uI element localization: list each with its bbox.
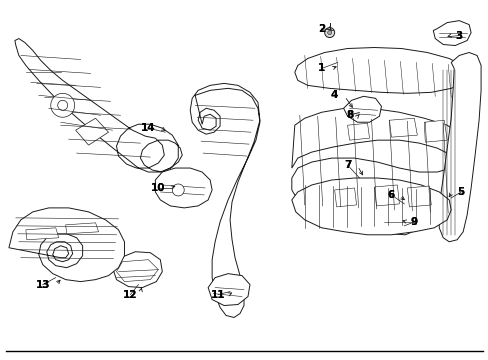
Polygon shape [294,48,466,93]
Text: 6: 6 [387,190,394,200]
Circle shape [324,28,334,37]
Text: 2: 2 [317,24,325,33]
Text: 14: 14 [141,123,155,133]
Text: 1: 1 [317,63,325,73]
Text: 9: 9 [410,217,417,227]
Polygon shape [190,84,260,318]
Text: 14: 14 [141,123,155,133]
Text: 7: 7 [343,160,350,170]
Polygon shape [208,274,249,306]
Text: 2: 2 [317,24,325,33]
Polygon shape [343,96,381,122]
Polygon shape [407,186,430,207]
Polygon shape [155,168,212,208]
Text: 13: 13 [36,280,50,289]
Polygon shape [347,123,369,140]
Circle shape [51,93,75,117]
Text: 12: 12 [123,289,138,300]
Circle shape [327,31,331,35]
Text: 13: 13 [36,280,50,289]
Text: 11: 11 [210,289,225,300]
Text: 10: 10 [151,183,165,193]
Text: 7: 7 [343,160,350,170]
Text: 5: 5 [457,187,464,197]
Polygon shape [424,120,447,142]
Circle shape [58,100,67,110]
Text: 3: 3 [455,31,462,41]
Text: 9: 9 [410,217,417,227]
Polygon shape [388,118,416,137]
Text: 4: 4 [330,90,338,100]
Polygon shape [432,21,470,45]
Circle shape [172,184,184,196]
Text: 4: 4 [330,90,338,100]
Text: 8: 8 [346,110,352,120]
Polygon shape [26,228,59,240]
Polygon shape [9,208,124,282]
Text: 6: 6 [387,190,394,200]
Polygon shape [334,188,356,207]
Polygon shape [65,223,99,234]
Text: 12: 12 [123,289,138,300]
Text: 3: 3 [455,31,462,41]
Polygon shape [291,108,463,214]
Polygon shape [15,39,182,172]
Polygon shape [76,118,108,145]
Polygon shape [379,210,421,235]
Text: 11: 11 [210,289,225,300]
Text: 8: 8 [346,110,352,120]
Polygon shape [374,185,399,206]
Text: 5: 5 [457,187,464,197]
Text: 1: 1 [317,63,325,73]
Polygon shape [116,260,158,282]
Polygon shape [291,178,450,235]
Polygon shape [112,252,162,288]
Text: 10: 10 [151,183,165,193]
Polygon shape [438,53,480,242]
